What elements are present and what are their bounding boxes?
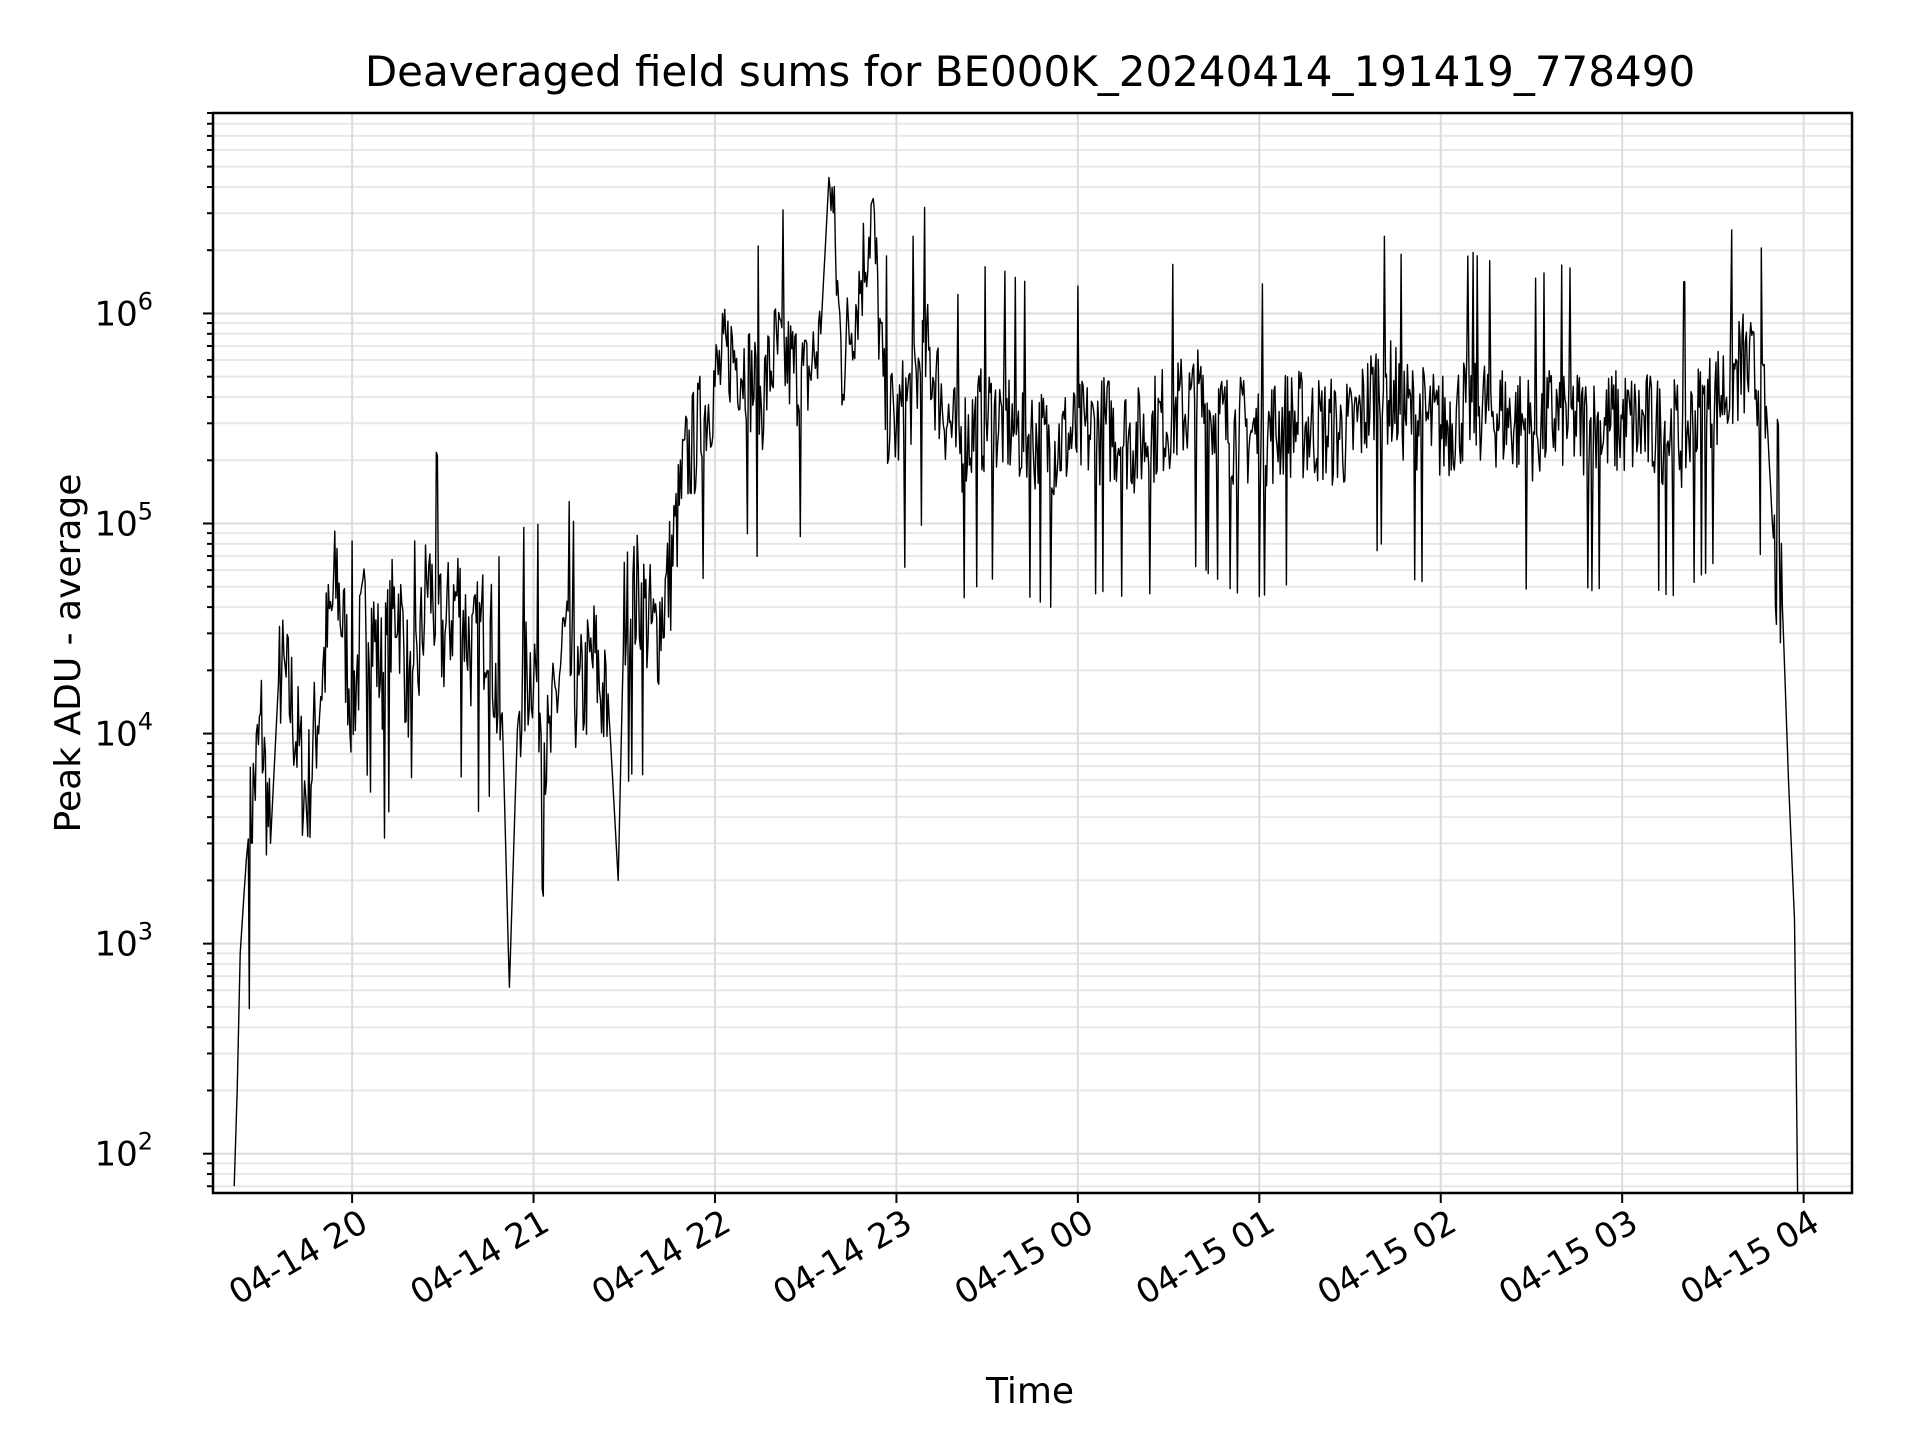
y-axis-label: Peak ADU - average <box>48 474 89 833</box>
plot-frame <box>211 111 1854 1195</box>
minor-gridlines <box>213 112 1852 1188</box>
series-line <box>233 176 1799 1193</box>
x-axis-label: Time <box>985 1371 1074 1412</box>
chart-title: Deaveraged field sums for BE000K_2024041… <box>365 47 1695 96</box>
major-gridlines <box>213 113 1852 1193</box>
